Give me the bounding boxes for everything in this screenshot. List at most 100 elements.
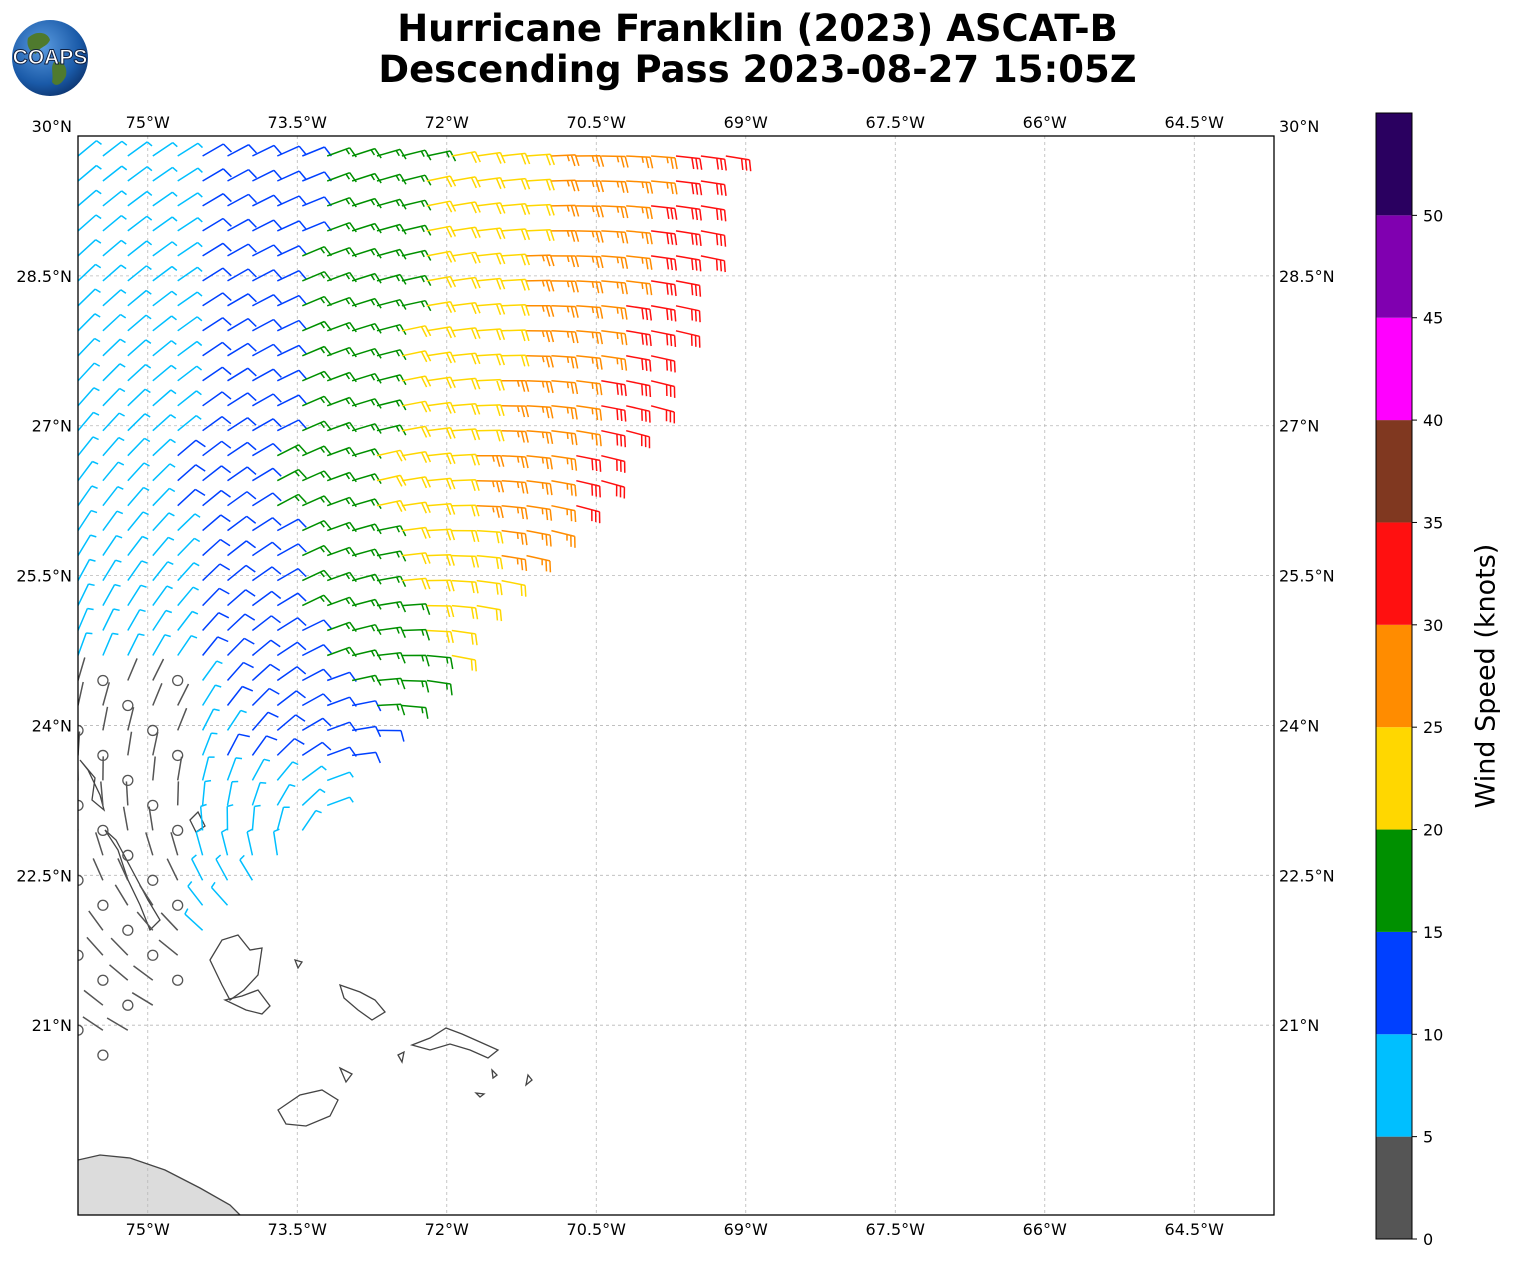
wind-barb <box>127 265 152 282</box>
wind-barb <box>102 632 119 656</box>
wind-barb <box>226 733 250 756</box>
wind-barb <box>227 268 257 282</box>
coastline <box>525 1073 533 1087</box>
wind-barb <box>276 245 308 257</box>
wind-barb <box>301 470 332 482</box>
wind-barb <box>152 265 178 282</box>
wind-barb <box>626 305 653 321</box>
coastline <box>78 1154 241 1215</box>
coastlines <box>78 759 533 1215</box>
wind-barb <box>451 654 477 672</box>
wind-barb <box>177 217 203 232</box>
colorbar-bin <box>1376 829 1412 932</box>
wind-barb <box>127 658 138 681</box>
wind-barb <box>78 362 101 382</box>
wind-barb <box>601 230 629 244</box>
wind-barb <box>626 280 653 296</box>
wind-barb <box>301 569 332 582</box>
wind-barb <box>301 809 322 831</box>
wind-barb <box>301 644 332 657</box>
land-hispaniola-north <box>78 1155 240 1215</box>
wind-barb <box>78 1079 79 1081</box>
wind-barb <box>426 604 455 618</box>
wind-barb <box>675 155 703 170</box>
wind-barb <box>78 485 98 507</box>
wind-barb <box>501 228 531 241</box>
lat-tick-label: 24°N <box>1279 716 1319 735</box>
wind-barb <box>601 155 629 168</box>
wind-barb <box>426 553 455 566</box>
wind-barb <box>127 413 151 432</box>
wind-barb <box>451 327 481 340</box>
wind-barb <box>176 781 180 806</box>
wind-barb <box>576 205 604 218</box>
wind-barb <box>152 389 177 407</box>
wind-barb <box>626 429 651 449</box>
colorbar-bin <box>1376 1034 1412 1137</box>
wind-barb <box>88 910 104 931</box>
wind-barb <box>152 561 174 582</box>
wind-barb <box>401 450 432 464</box>
wind-barb <box>202 538 231 557</box>
coastline <box>293 959 304 970</box>
wind-barb <box>576 154 605 167</box>
wind-barb <box>351 473 382 484</box>
wind-barb <box>626 180 654 194</box>
lon-tick-label: 72°W <box>425 1220 469 1239</box>
wind-barb <box>127 486 150 507</box>
wind-barb <box>501 253 531 266</box>
wind-barb <box>152 658 165 681</box>
wind-barb <box>227 491 257 507</box>
wind-barb <box>152 487 176 507</box>
wind-barb <box>351 372 382 384</box>
wind-barb <box>351 725 382 738</box>
lat-tick-label: 21°N <box>32 1016 72 1035</box>
wind-barb <box>127 240 153 257</box>
wind-barb <box>401 603 431 615</box>
wind-barb <box>351 172 382 184</box>
wind-barb <box>202 440 232 457</box>
colorbar-tick-label: 10 <box>1423 1025 1443 1044</box>
wind-barb <box>276 145 308 157</box>
wind-barb <box>276 319 307 332</box>
wind-barb <box>102 486 124 507</box>
wind-barb <box>551 280 579 293</box>
wind-barb <box>110 937 129 956</box>
wind-barb <box>650 305 677 322</box>
wind-barb <box>276 617 307 632</box>
lat-tick-label: 22.5°N <box>16 866 72 885</box>
wind-barb <box>526 554 552 573</box>
wind-barb <box>351 573 382 585</box>
wind-barb <box>127 633 145 656</box>
wind-barb <box>276 220 308 232</box>
wind-barb <box>78 337 101 357</box>
wind-barb <box>102 510 124 532</box>
wind-barb <box>252 244 283 257</box>
wind-barb <box>251 758 271 781</box>
wind-barb <box>177 707 188 731</box>
wind-barb <box>201 779 212 806</box>
wind-barb <box>226 685 254 706</box>
wind-barb <box>626 230 653 245</box>
wind-barb <box>276 567 307 582</box>
wind-barb <box>476 353 506 366</box>
wind-barb <box>177 291 203 307</box>
wind-barb <box>252 368 282 382</box>
colorbar-bin <box>1376 113 1412 216</box>
wind-barb <box>251 590 282 607</box>
wind-barb <box>426 477 456 490</box>
colorbar-bin <box>1376 624 1412 728</box>
lat-tick-label: 28.5°N <box>16 267 72 286</box>
wind-barb <box>326 771 354 782</box>
wind-barb <box>226 804 234 831</box>
colorbar-tick-label: 40 <box>1423 411 1443 430</box>
wind-barb <box>401 501 431 514</box>
wind-barb <box>202 587 230 607</box>
coastline <box>474 1092 486 1098</box>
wind-barb <box>626 155 654 169</box>
lon-tick-label: 73.5°W <box>268 113 328 132</box>
wind-barb <box>451 377 481 390</box>
wind-barb <box>114 884 129 906</box>
wind-barb <box>78 164 102 182</box>
axis-ticks: 75°W 75°W 73.5°W 73.5°W 72°W 72°W 70.5°W 70.5°W… <box>16 113 1334 1239</box>
